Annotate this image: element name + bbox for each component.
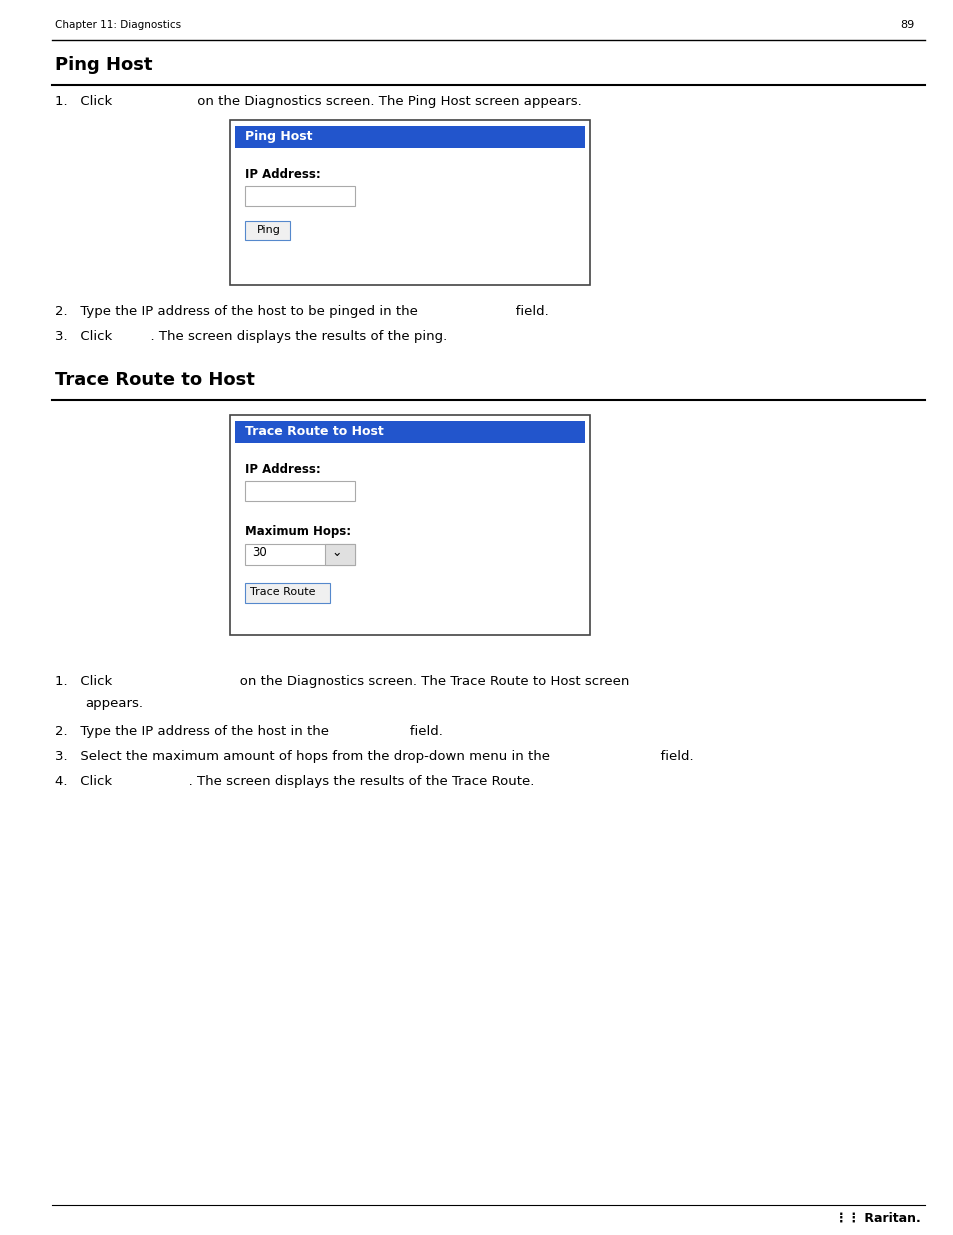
Bar: [230, 120, 589, 285]
Bar: [230, 415, 589, 635]
Bar: [245, 186, 355, 206]
Text: Ping Host: Ping Host: [245, 130, 313, 143]
Bar: [234, 421, 584, 443]
Text: Trace Route: Trace Route: [250, 587, 315, 597]
Text: appears.: appears.: [85, 697, 143, 710]
Text: Trace Route to Host: Trace Route to Host: [55, 370, 254, 389]
Text: Maximum Hops:: Maximum Hops:: [245, 525, 351, 538]
Text: Ping Host: Ping Host: [55, 56, 152, 74]
Bar: [245, 480, 355, 501]
Bar: [245, 583, 330, 603]
Text: 2.   Type the IP address of the host to be pinged in the                       f: 2. Type the IP address of the host to be…: [55, 305, 548, 317]
Text: IP Address:: IP Address:: [245, 463, 320, 475]
Text: Trace Route to Host: Trace Route to Host: [245, 425, 383, 438]
Text: 3.   Click         . The screen displays the results of the ping.: 3. Click . The screen displays the resul…: [55, 330, 447, 343]
Text: 4.   Click                  . The screen displays the results of the Trace Route: 4. Click . The screen displays the resul…: [55, 776, 534, 788]
Bar: [245, 543, 355, 564]
Text: Ping: Ping: [256, 225, 280, 235]
Bar: [234, 126, 584, 148]
Text: 89: 89: [899, 20, 913, 30]
Bar: [325, 543, 355, 564]
Text: 30: 30: [252, 546, 267, 559]
Text: 1.   Click                              on the Diagnostics screen. The Trace Rou: 1. Click on the Diagnostics screen. The …: [55, 676, 629, 688]
Text: IP Address:: IP Address:: [245, 168, 320, 182]
Text: 3.   Select the maximum amount of hops from the drop-down menu in the           : 3. Select the maximum amount of hops fro…: [55, 750, 693, 763]
Text: ⌄: ⌄: [331, 546, 341, 559]
Bar: [245, 221, 290, 240]
Text: Chapter 11: Diagnostics: Chapter 11: Diagnostics: [55, 20, 181, 30]
Text: 1.   Click                    on the Diagnostics screen. The Ping Host screen ap: 1. Click on the Diagnostics screen. The …: [55, 95, 581, 107]
Text: 2.   Type the IP address of the host in the                   field.: 2. Type the IP address of the host in th…: [55, 725, 442, 739]
Text: ⋮⋮ Raritan.: ⋮⋮ Raritan.: [834, 1212, 920, 1225]
